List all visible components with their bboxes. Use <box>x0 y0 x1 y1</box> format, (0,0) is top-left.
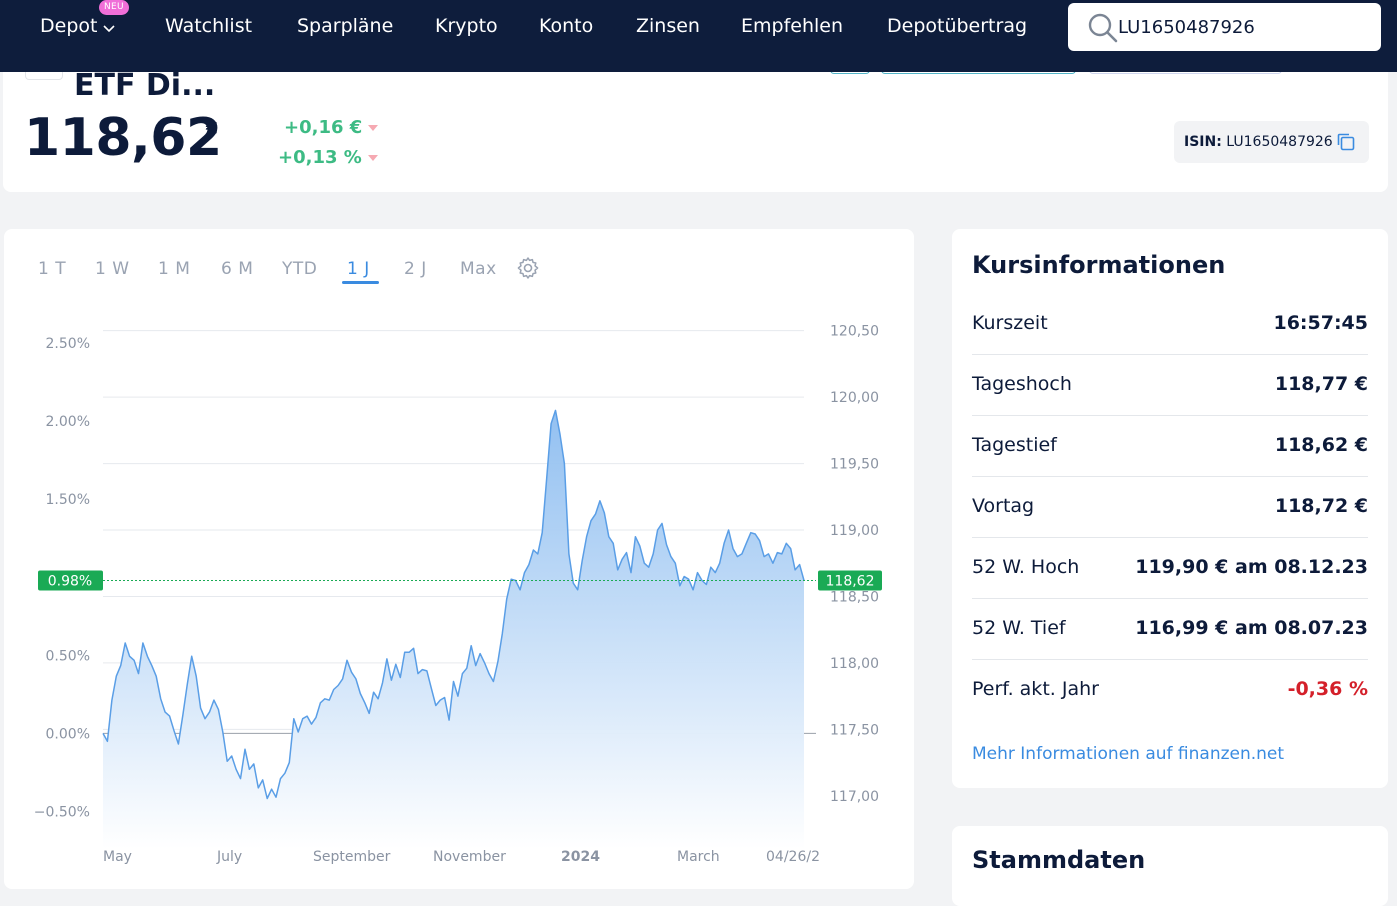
copy-icon[interactable] <box>1336 132 1356 156</box>
change-absolute-value: +0,16 € <box>284 117 363 138</box>
y-axis-right-tick: 117,00 <box>830 789 879 805</box>
current-pct-badge <box>38 570 103 591</box>
change-absolute: +0,16 € <box>284 117 379 138</box>
search-input[interactable] <box>1118 12 1368 42</box>
current-price-badge <box>818 570 882 591</box>
x-axis-tick: July <box>216 849 242 865</box>
price-chart[interactable]: 2.50% 2.00% 1.50% 0.50% 0.00% −0.50% 120,50 120… <box>4 229 914 869</box>
info-key: Perf. akt. Jahr <box>972 678 1099 700</box>
tab-1w[interactable]: 1 W <box>95 259 130 279</box>
change-percent-value: +0,13 % <box>278 147 362 168</box>
info-row-tagestief: Tagestief 118,62 € <box>972 416 1368 477</box>
nav-item-watchlist[interactable]: Watchlist <box>165 15 253 37</box>
instrument-title: ETF Di... <box>74 68 216 103</box>
y-axis-right-tick: 120,50 <box>830 324 879 340</box>
info-key: 52 W. Tief <box>972 617 1066 639</box>
tab-1t[interactable]: 1 T <box>38 259 67 279</box>
x-axis-tick: March <box>677 849 720 865</box>
search-box <box>1068 3 1381 51</box>
more-info-link[interactable]: Mehr Informationen auf finanzen.net <box>972 744 1285 764</box>
price-area <box>103 410 804 849</box>
price-line <box>102 409 805 800</box>
search-icon[interactable] <box>1088 13 1118 47</box>
triangle-down-icon <box>367 155 378 161</box>
info-value: 119,90 € am 08.12.23 <box>1135 556 1368 578</box>
y-axis-right-tick: 117,50 <box>830 722 879 738</box>
price-info-title: Kursinformationen <box>972 251 1226 279</box>
stammdaten-title: Stammdaten <box>972 846 1146 874</box>
current-price: 118,62 <box>24 108 222 168</box>
current-price-label: 118,62 <box>826 574 875 590</box>
info-row-52w-tief: 52 W. Tief 116,99 € am 08.07.23 <box>972 599 1368 660</box>
tab-max[interactable]: Max <box>460 259 497 279</box>
tab-2j[interactable]: 2 J <box>404 259 427 279</box>
info-key: Kurszeit <box>972 312 1048 334</box>
info-value: -0,36 % <box>1287 678 1368 700</box>
info-row-perf-akt-jahr: Perf. akt. Jahr -0,36 % <box>972 660 1368 721</box>
nav-item-krypto[interactable]: Krypto <box>435 15 498 37</box>
y-axis-left-tick: 0.50% <box>46 648 90 664</box>
chevron-down-icon <box>103 16 116 38</box>
x-axis-tick: 2024 <box>561 849 600 865</box>
tab-1j[interactable]: 1 J <box>347 259 370 279</box>
nav-item-depotuebertrag[interactable]: Depotübertrag <box>887 15 1028 37</box>
info-row-kurszeit: Kurszeit 16:57:45 <box>972 294 1368 355</box>
tab-6m[interactable]: 6 M <box>221 259 254 279</box>
y-axis-left-tick: 0.00% <box>46 726 90 742</box>
info-key: Vortag <box>972 495 1035 517</box>
nav-item-empfehlen[interactable]: Empfehlen <box>741 15 844 37</box>
top-navigation: Depot NEU Watchlist Sparpläne Krypto Kon… <box>0 0 1397 72</box>
triangle-down-icon <box>368 125 379 131</box>
tab-ytd[interactable]: YTD <box>282 259 318 279</box>
x-axis-tick: September <box>313 849 391 865</box>
info-value: 118,77 € <box>1274 373 1368 395</box>
chart-card: 1 T 1 W 1 M 6 M YTD 1 J 2 J Max 2.50% 2.0… <box>4 229 914 889</box>
info-value: 116,99 € am 08.07.23 <box>1135 617 1368 639</box>
info-value: 118,72 € <box>1274 495 1368 517</box>
info-key: Tagestief <box>972 434 1057 456</box>
tab-1m[interactable]: 1 M <box>158 259 191 279</box>
current-pct-label: 0.98% <box>48 574 92 590</box>
isin-value: LU1650487926 <box>1226 134 1333 150</box>
active-tab-indicator <box>342 281 379 284</box>
x-axis-tick: May <box>103 849 132 865</box>
info-row-52w-hoch: 52 W. Hoch 119,90 € am 08.12.23 <box>972 538 1368 599</box>
y-axis-left-tick: 1.50% <box>46 492 90 508</box>
x-axis-tick: 04/26/2 <box>766 849 820 865</box>
info-key: 52 W. Hoch <box>972 556 1080 578</box>
price-currency: € <box>206 119 218 139</box>
info-value: 16:57:45 <box>1273 312 1368 334</box>
change-percent: +0,13 % <box>278 147 378 168</box>
y-axis-left-tick: 2.50% <box>46 336 90 352</box>
isin-box: ISIN: LU1650487926 <box>1174 121 1369 163</box>
nav-item-label: Depot <box>40 15 98 37</box>
y-axis-right-tick: 119,50 <box>830 457 879 473</box>
isin-label: ISIN: <box>1184 134 1222 150</box>
info-row-vortag: Vortag 118,72 € <box>972 477 1368 538</box>
nav-item-sparplaene[interactable]: Sparpläne <box>297 15 394 37</box>
y-axis-right-tick: 118,00 <box>830 656 879 672</box>
y-axis-left-tick: −0.50% <box>34 804 90 820</box>
gear-icon[interactable] <box>516 256 540 284</box>
nav-item-konto[interactable]: Konto <box>539 15 594 37</box>
info-value: 118,62 € <box>1274 434 1368 456</box>
new-badge: NEU <box>99 0 129 15</box>
price-info-card: Kursinformationen Kurszeit 16:57:45 Tages… <box>952 229 1388 788</box>
nav-item-depot[interactable]: Depot <box>40 15 116 38</box>
info-row-tageshoch: Tageshoch 118,77 € <box>972 355 1368 416</box>
info-key: Tageshoch <box>972 373 1072 395</box>
y-axis-left-tick: 2.00% <box>46 414 90 430</box>
y-axis-right-tick: 118,50 <box>830 589 879 605</box>
y-axis-right-tick: 119,00 <box>830 523 879 539</box>
stammdaten-card: Stammdaten <box>952 826 1388 906</box>
nav-item-zinsen[interactable]: Zinsen <box>636 15 700 37</box>
y-axis-right-tick: 120,00 <box>830 390 879 406</box>
x-axis-tick: November <box>433 849 506 865</box>
